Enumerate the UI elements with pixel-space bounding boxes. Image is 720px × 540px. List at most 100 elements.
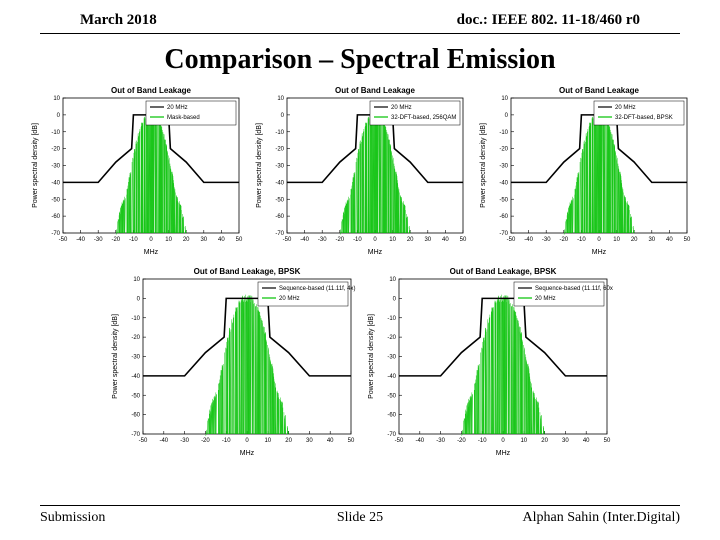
- svg-text:50: 50: [460, 237, 467, 243]
- svg-text:-50: -50: [395, 438, 404, 444]
- svg-text:-30: -30: [387, 355, 396, 361]
- svg-text:32-DFT-based, BPSK: 32-DFT-based, BPSK: [615, 115, 673, 121]
- header-date: March 2018: [80, 12, 157, 29]
- svg-text:-70: -70: [499, 231, 508, 237]
- svg-text:30: 30: [648, 237, 655, 243]
- svg-text:-40: -40: [499, 180, 508, 186]
- svg-text:-50: -50: [499, 197, 508, 203]
- svg-text:-10: -10: [478, 438, 487, 444]
- svg-text:-20: -20: [51, 147, 60, 153]
- svg-text:-20: -20: [335, 237, 344, 243]
- svg-text:-30: -30: [499, 164, 508, 170]
- svg-text:-70: -70: [51, 231, 60, 237]
- svg-text:-50: -50: [59, 237, 68, 243]
- svg-text:10: 10: [389, 237, 396, 243]
- svg-text:Out of Band Leakage: Out of Band Leakage: [335, 86, 416, 95]
- chart-top-2: -50-40-30-20-1001020304050-70-60-50-40-3…: [475, 82, 693, 257]
- svg-text:-60: -60: [275, 214, 284, 220]
- svg-text:-10: -10: [222, 438, 231, 444]
- svg-text:-10: -10: [387, 316, 396, 322]
- svg-text:10: 10: [613, 237, 620, 243]
- svg-text:10: 10: [520, 438, 527, 444]
- svg-text:Power spectral density [dB]: Power spectral density [dB]: [32, 123, 39, 208]
- svg-text:Power spectral density [dB]: Power spectral density [dB]: [480, 123, 487, 208]
- svg-text:-60: -60: [499, 214, 508, 220]
- svg-text:40: 40: [583, 438, 590, 444]
- svg-text:-40: -40: [275, 180, 284, 186]
- svg-text:-10: -10: [275, 130, 284, 136]
- svg-text:-70: -70: [387, 432, 396, 438]
- svg-text:MHz: MHz: [368, 249, 383, 256]
- svg-text:Out of Band Leakage, BPSK: Out of Band Leakage, BPSK: [450, 267, 557, 276]
- svg-text:10: 10: [165, 237, 172, 243]
- svg-text:-50: -50: [131, 393, 140, 399]
- svg-text:Power spectral density [dB]: Power spectral density [dB]: [368, 314, 375, 399]
- svg-text:-30: -30: [542, 237, 551, 243]
- svg-text:-30: -30: [180, 438, 189, 444]
- svg-text:-50: -50: [507, 237, 516, 243]
- svg-text:-10: -10: [499, 130, 508, 136]
- svg-text:-70: -70: [131, 432, 140, 438]
- svg-text:-30: -30: [275, 164, 284, 170]
- svg-text:MHz: MHz: [592, 249, 607, 256]
- svg-text:10: 10: [53, 96, 60, 102]
- svg-text:30: 30: [306, 438, 313, 444]
- svg-text:-40: -40: [159, 438, 168, 444]
- svg-text:-20: -20: [131, 335, 140, 341]
- svg-text:30: 30: [424, 237, 431, 243]
- footer-slide-number: Slide 25: [337, 510, 383, 526]
- svg-text:-10: -10: [577, 237, 586, 243]
- svg-text:30: 30: [562, 438, 569, 444]
- chart-top-0: -50-40-30-20-1001020304050-70-60-50-40-3…: [27, 82, 245, 257]
- svg-text:Mask-based: Mask-based: [167, 115, 200, 121]
- svg-text:-30: -30: [318, 237, 327, 243]
- svg-text:10: 10: [389, 277, 396, 283]
- svg-text:-50: -50: [51, 197, 60, 203]
- svg-text:-70: -70: [275, 231, 284, 237]
- svg-text:30: 30: [200, 237, 207, 243]
- svg-text:32-DFT-based, 256QAM: 32-DFT-based, 256QAM: [391, 115, 456, 121]
- footer-author: Alphan Sahin (Inter.Digital): [523, 510, 680, 526]
- svg-text:50: 50: [348, 438, 355, 444]
- svg-text:20: 20: [631, 237, 638, 243]
- svg-text:40: 40: [442, 237, 449, 243]
- svg-text:40: 40: [666, 237, 673, 243]
- svg-text:-10: -10: [129, 237, 138, 243]
- svg-text:Power spectral density [dB]: Power spectral density [dB]: [112, 314, 119, 399]
- charts-row-top: -50-40-30-20-1001020304050-70-60-50-40-3…: [0, 82, 720, 257]
- svg-text:-50: -50: [283, 237, 292, 243]
- svg-text:20: 20: [183, 237, 190, 243]
- svg-text:-50: -50: [139, 438, 148, 444]
- svg-text:-10: -10: [51, 130, 60, 136]
- svg-text:-30: -30: [436, 438, 445, 444]
- svg-text:MHz: MHz: [144, 249, 159, 256]
- svg-text:-40: -40: [51, 180, 60, 186]
- svg-text:-20: -20: [201, 438, 210, 444]
- svg-text:-20: -20: [387, 335, 396, 341]
- svg-text:-60: -60: [51, 214, 60, 220]
- svg-text:-40: -40: [387, 374, 396, 380]
- svg-text:-20: -20: [499, 147, 508, 153]
- svg-text:-30: -30: [131, 355, 140, 361]
- svg-text:10: 10: [264, 438, 271, 444]
- svg-text:20: 20: [541, 438, 548, 444]
- svg-text:Out of Band Leakage: Out of Band Leakage: [559, 86, 640, 95]
- svg-text:-40: -40: [131, 374, 140, 380]
- svg-text:MHz: MHz: [496, 450, 511, 457]
- header-doc-id: doc.: IEEE 802. 11-18/460 r0: [457, 12, 640, 29]
- svg-text:-10: -10: [131, 316, 140, 322]
- svg-text:50: 50: [684, 237, 691, 243]
- slide-title: Comparison – Spectral Emission: [0, 34, 720, 82]
- svg-text:20 MHz: 20 MHz: [167, 105, 188, 111]
- svg-text:50: 50: [604, 438, 611, 444]
- svg-text:20 MHz: 20 MHz: [535, 296, 556, 302]
- charts-row-bottom: -50-40-30-20-1001020304050-70-60-50-40-3…: [0, 263, 720, 458]
- svg-text:20: 20: [285, 438, 292, 444]
- svg-text:20 MHz: 20 MHz: [615, 105, 636, 111]
- svg-text:-20: -20: [559, 237, 568, 243]
- svg-text:-40: -40: [300, 237, 309, 243]
- svg-text:-50: -50: [275, 197, 284, 203]
- svg-text:-40: -40: [415, 438, 424, 444]
- svg-text:10: 10: [133, 277, 140, 283]
- svg-text:40: 40: [327, 438, 334, 444]
